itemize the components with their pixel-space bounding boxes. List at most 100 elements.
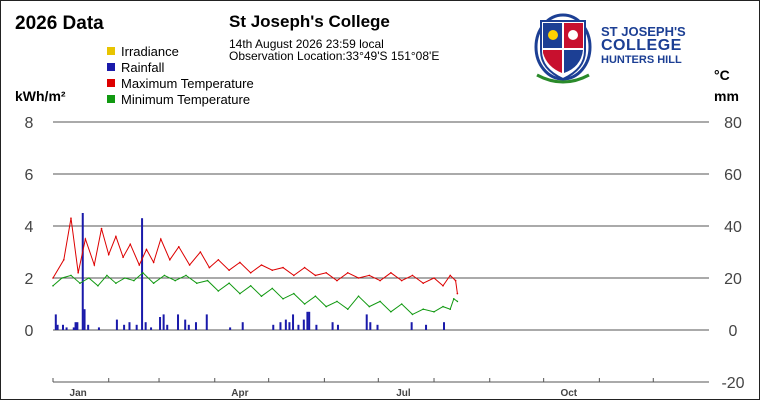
- min-temperature-point: [314, 295, 317, 298]
- rainfall-bar: [177, 314, 180, 330]
- rainfall-bar: [81, 213, 84, 330]
- legend-item-max-temperature: Maximum Temperature: [107, 76, 254, 92]
- max-temperature-point: [433, 277, 435, 279]
- min-temperature-point: [79, 282, 81, 285]
- rainfall-bar: [166, 324, 169, 330]
- max-temperature-point: [379, 279, 381, 282]
- rainfall-bar: [308, 311, 311, 330]
- year-title: 2026 Data: [15, 13, 104, 34]
- college-crest-icon: [534, 13, 592, 84]
- rainfall-bar: [97, 327, 100, 330]
- max-temperature-point: [400, 279, 403, 282]
- max-temperature-point: [62, 259, 65, 261]
- max-temperature-point: [77, 272, 79, 274]
- max-temperature-point: [368, 274, 371, 277]
- max-temperature-point: [208, 266, 211, 269]
- min-temperature-point: [152, 282, 155, 285]
- logo-text-line3: HUNTERS HILL: [601, 54, 682, 66]
- max-temperature-point: [52, 277, 54, 279]
- min-temperature-point: [239, 292, 241, 295]
- rainfall-bar: [229, 327, 232, 330]
- right-tick-label: 0: [729, 323, 738, 340]
- min-temperature-point: [97, 285, 99, 287]
- legend-item-irradiance: Irradiance: [107, 44, 179, 60]
- rainfall-bar: [72, 327, 75, 330]
- min-temperature-point: [433, 311, 435, 313]
- min-temperature-point: [106, 274, 108, 277]
- observation-date: 14th August 2026 23:59 local: [229, 37, 384, 51]
- rainfall-bar: [83, 309, 86, 330]
- min-temperature-point: [379, 300, 381, 303]
- rainfall-bar: [150, 327, 153, 330]
- max-temperature-point: [282, 266, 284, 269]
- rainfall-bar: [331, 322, 334, 330]
- grid-lines: [53, 121, 709, 331]
- min-temperature-point: [293, 292, 295, 295]
- rainfall-bar: [144, 322, 147, 330]
- legend-swatch: [107, 47, 115, 55]
- right-tick-label: 80: [724, 115, 742, 132]
- rainfall-bar: [184, 319, 187, 330]
- right-axis-unit-temperature: °C: [714, 67, 730, 83]
- legend-label: Maximum Temperature: [121, 76, 254, 91]
- max-temperature-point: [93, 264, 96, 266]
- x-axis: [52, 378, 709, 383]
- min-temperature-point: [61, 277, 63, 279]
- rainfall-bar: [194, 322, 197, 330]
- max-temperature-point: [303, 266, 306, 269]
- rainfall-bar: [369, 322, 372, 330]
- min-temperature-point: [88, 277, 90, 279]
- left-tick-label: 0: [25, 323, 34, 340]
- rainfall-bar: [205, 314, 208, 330]
- min-temperature-point: [206, 279, 209, 282]
- max-temperature-point: [228, 269, 230, 272]
- rainfall-bar: [306, 311, 309, 330]
- max-temperature-point: [160, 238, 162, 240]
- min-temperature-point: [217, 290, 220, 292]
- min-temperature-point: [411, 313, 414, 316]
- max-temperature-point: [217, 259, 220, 261]
- max-temperature-point: [138, 264, 141, 266]
- rainfall-bar: [128, 322, 131, 330]
- max-temperature-point: [70, 217, 72, 219]
- rainfall-bar: [159, 317, 162, 330]
- min-temperature-point: [52, 285, 54, 287]
- legend-label: Irradiance: [121, 44, 179, 59]
- max-temperature-point: [325, 272, 327, 274]
- month-label: Oct: [560, 388, 577, 399]
- max-temperature-point: [314, 274, 317, 277]
- max-temperature-point: [84, 238, 87, 240]
- rainfall-bar: [376, 324, 379, 330]
- max-temperature-line: [52, 218, 458, 294]
- month-label: Jan: [70, 388, 87, 399]
- observation-location: Observation Location:33°49'S 151°08'E: [229, 49, 440, 63]
- right-tick-label: -20: [721, 375, 744, 392]
- min-temperature-point: [228, 282, 230, 285]
- logo-text-line1: ST JOSEPH'S: [601, 24, 686, 39]
- logo-text-line2: COLLEGE: [601, 37, 682, 54]
- min-temperature-point: [185, 274, 187, 277]
- min-temperature-point: [124, 277, 126, 279]
- max-temperature-point: [346, 272, 349, 274]
- min-temperature-point: [195, 282, 198, 285]
- min-temperature-point: [357, 295, 360, 298]
- rainfall-bar: [123, 324, 126, 330]
- rainfall-bar: [443, 322, 446, 330]
- rainfall-bar: [336, 324, 339, 330]
- rainfall-bar: [425, 324, 428, 330]
- max-temperature-point: [145, 248, 148, 251]
- max-temperature-point: [390, 272, 392, 274]
- min-temperature-point: [422, 308, 425, 311]
- left-tick-label: 6: [25, 167, 34, 184]
- min-temperature-point: [260, 295, 263, 298]
- right-tick-label: 40: [724, 219, 742, 236]
- legend-swatch: [107, 79, 115, 87]
- max-temperature-point: [199, 251, 202, 253]
- rainfall-bar: [315, 324, 318, 330]
- right-axis-unit-rainfall: mm: [714, 88, 739, 104]
- min-temperature-point: [336, 300, 338, 303]
- rainfall-bar: [56, 324, 59, 330]
- rainfall-bar: [115, 319, 118, 330]
